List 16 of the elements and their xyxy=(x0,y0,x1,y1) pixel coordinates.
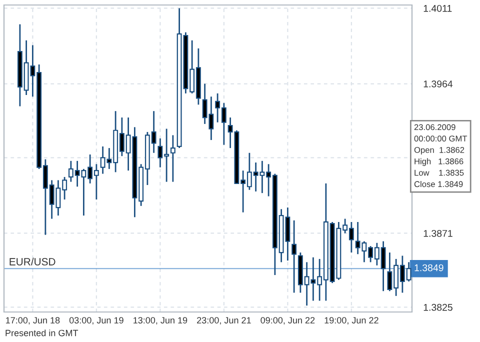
x-tick-label: 03:00, Jun 19 xyxy=(69,317,124,325)
annotation: EUR/USD xyxy=(10,258,56,266)
x-tick-label: 13:00, Jun 19 xyxy=(134,317,188,325)
text: Presented in GMT xyxy=(6,330,78,336)
candlestick xyxy=(170,134,176,182)
text: 23.06.2009 00:00:00 GMT Open 1.3862 High 1.3866 Low 1.3835 Close 1.3849 xyxy=(414,124,468,188)
y-tick-label: 1.3964 xyxy=(424,80,453,88)
x-tick-label: 23:00, Jun 21 xyxy=(197,317,251,325)
candlestick xyxy=(292,220,297,294)
y-tick-label: 1.3825 xyxy=(424,304,452,311)
y-tick-label: 1.4011 xyxy=(424,4,452,12)
x-tick-label: 19:00, Jun 22 xyxy=(324,317,378,325)
ref-line-label: 1.3849 xyxy=(414,264,444,272)
x-tick-label: 09:00, Jun 22 xyxy=(260,317,315,325)
x-tick-label: 17:00, Jun 18 xyxy=(6,317,60,325)
y-tick-label: 1.3871 xyxy=(424,230,452,237)
